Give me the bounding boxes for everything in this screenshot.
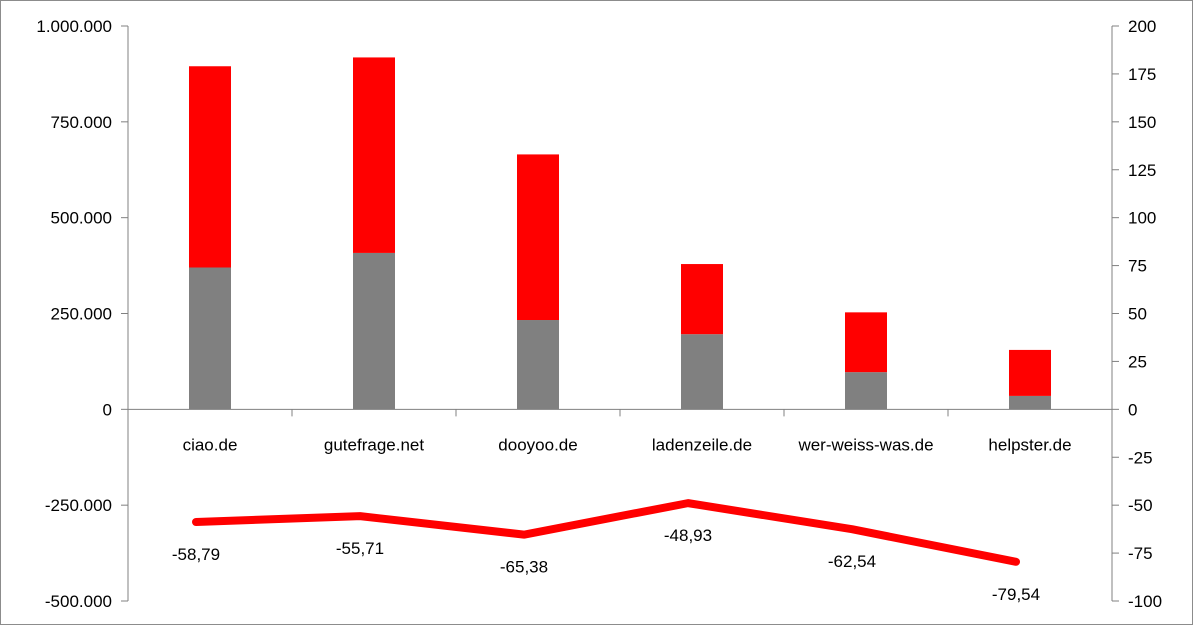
line-data-label: -65,38: [500, 558, 548, 577]
y-right-tick-label: 25: [1128, 352, 1147, 371]
line-data-label: -55,71: [336, 539, 384, 558]
x-tick-label: wer-weiss-was.de: [797, 435, 933, 454]
line-data-label: -62,54: [828, 552, 876, 571]
y-right-tick-label: 200: [1128, 17, 1156, 36]
bar-segment-red: [517, 154, 559, 320]
y-right-tick-label: 125: [1128, 161, 1156, 180]
y-left-tick-label: 1.000.000: [36, 17, 112, 36]
bar-segment-gray: [681, 334, 723, 409]
line-series: [196, 503, 1016, 562]
bar-segment-gray: [353, 253, 395, 409]
y-right-tick-label: 75: [1128, 257, 1147, 276]
x-tick-label: ciao.de: [183, 435, 238, 454]
x-tick-label: helpster.de: [988, 435, 1071, 454]
y-right-tick-label: 150: [1128, 113, 1156, 132]
line-data-label: -48,93: [664, 526, 712, 545]
y-right-tick-label: -25: [1128, 448, 1153, 467]
bar-segment-gray: [1009, 396, 1051, 409]
y-left-tick-label: 750.000: [51, 113, 112, 132]
bar-segment-red: [681, 264, 723, 334]
y-right-tick-label: -75: [1128, 544, 1153, 563]
y-right-tick-label: 0: [1128, 400, 1137, 419]
bar-segment-red: [189, 66, 231, 267]
y-left-tick-label: -500.000: [45, 592, 112, 611]
y-left-tick-label: 0: [103, 400, 112, 419]
bar-segment-red: [353, 57, 395, 253]
x-tick-label: ladenzeile.de: [652, 435, 752, 454]
bar-segment-red: [1009, 350, 1051, 396]
y-left-tick-label: 500.000: [51, 209, 112, 228]
x-tick-label: dooyoo.de: [498, 435, 577, 454]
y-right-tick-label: -100: [1128, 592, 1162, 611]
line-data-label: -58,79: [172, 545, 220, 564]
y-left-tick-label: -250.000: [45, 496, 112, 515]
y-right-tick-label: 50: [1128, 305, 1147, 324]
x-tick-label: gutefrage.net: [324, 435, 424, 454]
bar-segment-red: [845, 312, 887, 372]
y-right-tick-label: -50: [1128, 496, 1153, 515]
y-right-tick-label: 175: [1128, 65, 1156, 84]
bar-segment-gray: [517, 320, 559, 409]
y-left-tick-label: 250.000: [51, 305, 112, 324]
bar-segment-gray: [189, 268, 231, 410]
y-right-tick-label: 100: [1128, 209, 1156, 228]
bar-segment-gray: [845, 372, 887, 409]
line-data-label: -79,54: [992, 585, 1040, 604]
